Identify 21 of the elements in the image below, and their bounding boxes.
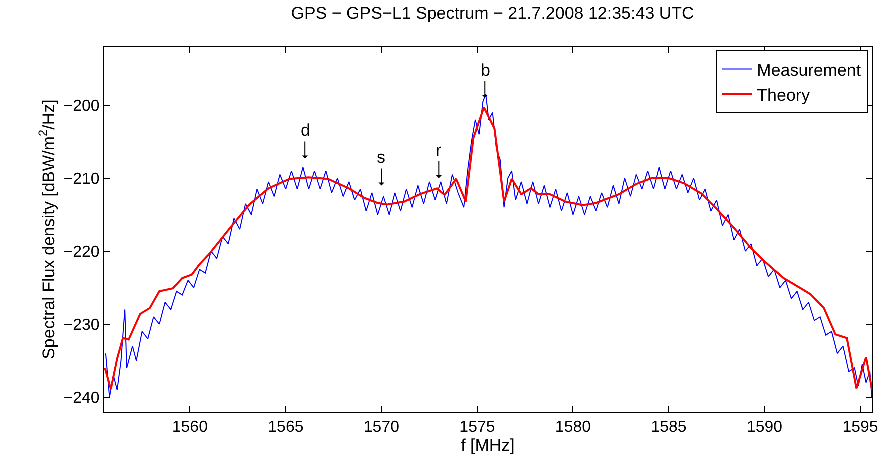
y-tick-label: −200 — [64, 98, 100, 115]
annotation: b — [481, 61, 490, 80]
legend-label: Theory — [757, 86, 811, 105]
x-axis-title: f [MHz] — [461, 436, 515, 456]
y-tick-label: −210 — [64, 171, 100, 188]
y-tick-label: −220 — [64, 244, 100, 261]
annotation: s — [377, 148, 386, 167]
x-tick-label: 1575 — [460, 419, 496, 436]
annotation: d — [301, 121, 310, 140]
y-tick-label: −230 — [64, 317, 100, 334]
x-tick-label: 1585 — [651, 419, 687, 436]
annotation: r — [436, 141, 442, 160]
legend-label: Measurement — [757, 60, 862, 80]
x-tick-label: 1570 — [364, 419, 400, 436]
x-tick-label: 1580 — [555, 419, 592, 436]
x-tick-label: 1595 — [842, 419, 878, 436]
x-tick-label: 1590 — [746, 419, 783, 436]
x-tick-label: 1560 — [172, 419, 208, 436]
chart-title: GPS − GPS−L1 Spectrum − 21.7.2008 12:35:43 UTC — [291, 4, 694, 23]
x-tick-label: 1565 — [268, 419, 304, 436]
y-tick-label: −240 — [64, 390, 100, 407]
